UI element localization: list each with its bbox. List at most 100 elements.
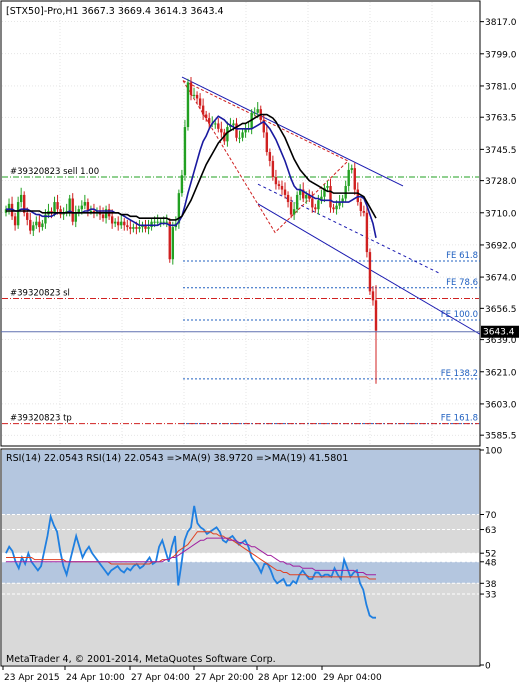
y-tick-label: 3817.0 — [485, 18, 517, 28]
fib-lines: FE 61.8 FE 78.6 FE 100.0 FE 138.2 FE 161.8 — [183, 251, 480, 425]
candle-body — [150, 221, 153, 228]
candle-body — [165, 221, 168, 223]
rsi-bands — [2, 450, 479, 665]
y-tick-label: 3621.0 — [485, 368, 517, 378]
candle-body — [277, 184, 281, 186]
candle-body — [201, 105, 205, 115]
candle-body — [22, 194, 26, 213]
candle-body — [302, 189, 305, 199]
rsi-tick-label: 70 — [485, 511, 497, 521]
candle-body — [283, 189, 287, 195]
rsi-pane-frame — [0, 448, 481, 667]
candle-body — [186, 82, 190, 128]
moving-average-line — [6, 113, 377, 221]
candle-body — [62, 212, 65, 215]
candle-body — [141, 225, 144, 228]
candle-body — [347, 169, 350, 186]
chart-header: [STX50]-Pro,H1 3667.3 3669.4 3614.3 3643… — [6, 6, 224, 17]
current-price-badge: 3643.4 — [481, 325, 519, 338]
candle-body — [177, 193, 181, 224]
candle-body — [311, 198, 314, 208]
candle-body — [162, 221, 165, 223]
candle-body — [298, 189, 302, 195]
candle-body — [86, 202, 90, 211]
candle-body — [56, 202, 59, 210]
y-tick-label: 3692.0 — [485, 241, 517, 251]
candle-body — [232, 123, 235, 126]
candle-body — [353, 168, 356, 190]
fib-zigzag-base — [182, 80, 349, 162]
candle-body — [192, 94, 196, 96]
order-level-label: #39320823 sell 1.00 — [10, 167, 99, 177]
main-pane: FE 61.8 FE 78.6 FE 100.0 FE 138.2 FE 161.8 #… — [0, 0, 519, 447]
candle-body — [126, 225, 129, 228]
candle-body — [204, 114, 208, 119]
rsi-band — [2, 561, 479, 584]
candle-body — [238, 137, 241, 139]
candle-body — [350, 168, 353, 170]
channel-upper-line — [181, 76, 404, 187]
rsi-band — [2, 583, 479, 595]
rsi-tick-label: 52 — [485, 550, 496, 560]
rsi-tick-label: 48 — [485, 558, 497, 568]
candle-body — [262, 119, 265, 133]
rsi-header: RSI(14) 22.0543 RSI(14) 22.0543 =>MA(9) … — [6, 453, 348, 464]
candle-body — [50, 210, 53, 213]
y-tick-label: 3763.5 — [485, 114, 517, 124]
candle-body — [189, 82, 193, 95]
y-tick-label: 3781.0 — [485, 82, 517, 92]
candle-body — [147, 227, 150, 229]
candle-body — [323, 187, 326, 197]
copyright-text: MetaTrader 4, © 2001-2014, MetaQuotes So… — [6, 654, 276, 665]
candle-body — [274, 177, 278, 185]
y-tick-label: 3710.0 — [485, 209, 517, 219]
y-tick-label: 3639.0 — [485, 336, 517, 346]
candle-body — [7, 203, 11, 210]
candle-body — [317, 200, 320, 210]
candle-body — [26, 212, 29, 220]
candle-body — [265, 132, 269, 153]
candle-body — [253, 112, 256, 114]
ma-lines — [6, 113, 377, 238]
y-tick-label: 3656.5 — [485, 305, 517, 315]
candle-body — [356, 189, 360, 203]
x-tick-label: 29 Apr 04:00 — [323, 673, 382, 683]
candle-body — [332, 207, 335, 210]
candle-body — [32, 225, 35, 231]
candle-body — [44, 214, 47, 224]
candle-body — [138, 227, 141, 229]
candle-body — [226, 127, 229, 142]
candle-body — [129, 227, 132, 229]
candle-body — [268, 152, 272, 161]
x-tick-label: 24 Apr 10:00 — [66, 673, 125, 683]
y-tick-label: 3603.0 — [485, 400, 517, 410]
fib-zigzag — [182, 80, 349, 234]
candle-body — [156, 221, 159, 223]
x-tick-label: 27 Apr 20:00 — [195, 673, 254, 683]
channel-mid-line — [257, 183, 441, 274]
candle-body — [95, 210, 99, 213]
candle-body — [110, 216, 114, 224]
rsi-tick-label: 100 — [485, 447, 502, 457]
candle-body — [329, 185, 332, 208]
candle-body — [365, 212, 369, 253]
candle-body — [71, 198, 74, 222]
rsi-series-line — [6, 537, 376, 576]
candle-body — [286, 194, 290, 203]
candle-body — [214, 123, 217, 125]
order-level-label: #39320823 tp — [10, 414, 72, 424]
candle-body — [241, 132, 244, 138]
candle-body — [326, 185, 329, 188]
candle-body — [135, 227, 138, 229]
candle-body — [295, 194, 299, 210]
candle-body — [159, 221, 162, 223]
current-price-box — [481, 325, 519, 338]
candle-body — [41, 223, 44, 228]
candle-body — [374, 300, 378, 331]
candle-body — [153, 221, 156, 223]
candle-body — [183, 127, 187, 176]
candle-body — [19, 194, 23, 203]
candle-body — [68, 198, 71, 211]
